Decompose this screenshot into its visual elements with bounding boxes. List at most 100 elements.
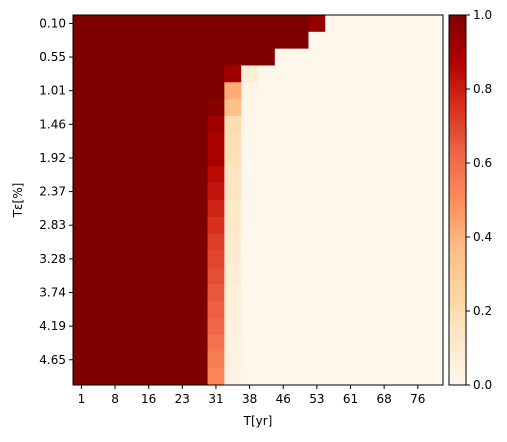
heatmap-cell (258, 335, 275, 352)
heatmap-cell (140, 335, 157, 352)
heatmap-cell (325, 65, 342, 82)
heatmap-cell (90, 49, 107, 66)
heatmap-cell (292, 15, 309, 32)
heatmap-cell (208, 368, 225, 385)
heatmap-cell (107, 267, 124, 284)
heatmap-cell (258, 150, 275, 167)
heatmap-cell (359, 250, 376, 267)
x-tick-label: 31 (208, 392, 223, 406)
heatmap-cell (376, 166, 393, 183)
heatmap-cell (325, 150, 342, 167)
heatmap-cell (107, 234, 124, 251)
heatmap-cell (107, 133, 124, 150)
heatmap-cell (90, 250, 107, 267)
heatmap-cell (157, 15, 174, 32)
heatmap-cell (258, 49, 275, 66)
heatmap-cell (157, 49, 174, 66)
heatmap-cell (191, 133, 208, 150)
heatmap-cell (241, 65, 258, 82)
heatmap-cell (342, 15, 359, 32)
heatmap-cell (123, 82, 140, 99)
heatmap-cell (157, 250, 174, 267)
heatmap-cell (292, 99, 309, 116)
heatmap-cell (241, 250, 258, 267)
heatmap-cell (208, 150, 225, 167)
heatmap-cell (376, 301, 393, 318)
heatmap-cell (90, 335, 107, 352)
heatmap-cell (140, 99, 157, 116)
heatmap-cell (258, 267, 275, 284)
heatmap-cell (174, 99, 191, 116)
heatmap-cell (258, 217, 275, 234)
heatmap-cell (73, 133, 90, 150)
heatmap-cell (241, 335, 258, 352)
heatmap-cell (140, 82, 157, 99)
colorbar-tick-label: 1.0 (473, 8, 492, 22)
heatmap-cell (140, 65, 157, 82)
heatmap-cell (275, 82, 292, 99)
heatmap-cell (325, 166, 342, 183)
heatmap-cell (107, 65, 124, 82)
heatmap-cell (140, 116, 157, 133)
heatmap-cell (174, 32, 191, 49)
heatmap-cell (157, 335, 174, 352)
heatmap-cell (426, 368, 443, 385)
heatmap-cell (90, 301, 107, 318)
heatmap-cell (393, 133, 410, 150)
heatmap-cell (90, 116, 107, 133)
x-tick-label: 76 (410, 392, 425, 406)
heatmap-cell (90, 284, 107, 301)
heatmap-cell (409, 150, 426, 167)
heatmap-cell (73, 351, 90, 368)
heatmap-cell (191, 65, 208, 82)
heatmap-cell (292, 49, 309, 66)
heatmap-cell (241, 368, 258, 385)
heatmap-cell (359, 217, 376, 234)
heatmap-cell (325, 32, 342, 49)
heatmap-cell (308, 301, 325, 318)
heatmap-cell (426, 99, 443, 116)
heatmap-cell (275, 32, 292, 49)
heatmap-cell (157, 351, 174, 368)
heatmap-cell (241, 82, 258, 99)
heatmap-cell (426, 234, 443, 251)
heatmap-cell (359, 65, 376, 82)
heatmap-cell (174, 116, 191, 133)
heatmap-cell (393, 368, 410, 385)
heatmap-cell (224, 250, 241, 267)
heatmap-cell (292, 318, 309, 335)
heatmap-cell (208, 267, 225, 284)
heatmap-cell (224, 82, 241, 99)
heatmap-cell (107, 116, 124, 133)
heatmap-cell (73, 234, 90, 251)
heatmap-cell (174, 234, 191, 251)
heatmap-cell (174, 284, 191, 301)
heatmap-cell (342, 49, 359, 66)
heatmap-cell (191, 32, 208, 49)
heatmap-cell (292, 65, 309, 82)
heatmap-cell (275, 318, 292, 335)
heatmap-cell (359, 32, 376, 49)
heatmap-cell (90, 65, 107, 82)
heatmap-cell (73, 49, 90, 66)
heatmap-cell (90, 267, 107, 284)
heatmap-cell (308, 32, 325, 49)
heatmap-cell (258, 250, 275, 267)
heatmap-cell (426, 166, 443, 183)
heatmap-cell (275, 183, 292, 200)
heatmap-cell (292, 82, 309, 99)
heatmap-cell (292, 166, 309, 183)
heatmap-cell (325, 284, 342, 301)
heatmap-cell (292, 284, 309, 301)
heatmap-cell (342, 32, 359, 49)
heatmap-cell (73, 335, 90, 352)
heatmap-cell (292, 116, 309, 133)
heatmap-cell (174, 318, 191, 335)
heatmap-cell (123, 335, 140, 352)
heatmap-cell (208, 183, 225, 200)
heatmap-cell (359, 351, 376, 368)
y-tick-label: 1.46 (39, 117, 66, 131)
heatmap-cell (208, 166, 225, 183)
heatmap-cell (376, 250, 393, 267)
heatmap-cell (409, 82, 426, 99)
